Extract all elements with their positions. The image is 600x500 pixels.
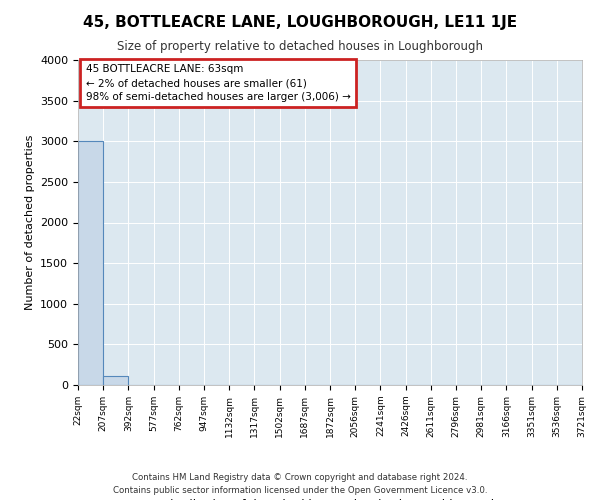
- Text: 45, BOTTLEACRE LANE, LOUGHBOROUGH, LE11 1JE: 45, BOTTLEACRE LANE, LOUGHBOROUGH, LE11 …: [83, 15, 517, 30]
- Bar: [103, 376, 128, 385]
- Text: Size of property relative to detached houses in Loughborough: Size of property relative to detached ho…: [117, 40, 483, 53]
- Bar: [78, 141, 103, 385]
- Text: 45 BOTTLEACRE LANE: 63sqm
← 2% of detached houses are smaller (61)
98% of semi-d: 45 BOTTLEACRE LANE: 63sqm ← 2% of detach…: [86, 64, 350, 102]
- Y-axis label: Number of detached properties: Number of detached properties: [25, 135, 35, 310]
- Text: Contains HM Land Registry data © Crown copyright and database right 2024.
Contai: Contains HM Land Registry data © Crown c…: [113, 473, 487, 495]
